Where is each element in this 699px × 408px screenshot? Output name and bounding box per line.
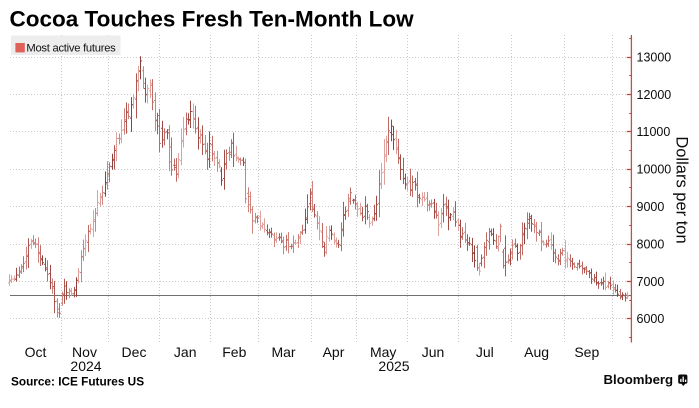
svg-text:Bloomberg: Bloomberg <box>604 372 674 387</box>
svg-text:Dollars per ton: Dollars per ton <box>673 136 691 243</box>
svg-text:10000: 10000 <box>637 163 672 177</box>
svg-text:2025: 2025 <box>378 358 409 374</box>
svg-text:Aug: Aug <box>524 344 549 360</box>
svg-text:Most active futures: Most active futures <box>26 42 116 54</box>
svg-text:Jan: Jan <box>174 344 197 360</box>
svg-text:11000: 11000 <box>637 125 671 139</box>
svg-text:Apr: Apr <box>323 344 345 360</box>
svg-text:6000: 6000 <box>637 312 665 326</box>
svg-text:12000: 12000 <box>637 88 672 102</box>
svg-text:Feb: Feb <box>222 344 246 360</box>
svg-text:Sep: Sep <box>574 344 599 360</box>
svg-text:9000: 9000 <box>637 200 665 214</box>
svg-text:May: May <box>370 344 396 360</box>
svg-text:Jul: Jul <box>476 344 494 360</box>
svg-text:Cocoa Touches Fresh Ten-Month: Cocoa Touches Fresh Ten-Month Low <box>10 7 415 32</box>
svg-text:Jun: Jun <box>422 344 445 360</box>
svg-text:7000: 7000 <box>637 275 665 289</box>
svg-text:13000: 13000 <box>637 50 672 64</box>
svg-text:Source: ICE Futures US: Source: ICE Futures US <box>11 375 144 389</box>
svg-text:8000: 8000 <box>637 237 665 251</box>
svg-text:Mar: Mar <box>271 344 295 360</box>
svg-text:Dec: Dec <box>122 344 147 360</box>
svg-text:Nov: Nov <box>72 344 97 360</box>
svg-text:Oct: Oct <box>25 344 47 360</box>
svg-text:2024: 2024 <box>70 358 101 374</box>
